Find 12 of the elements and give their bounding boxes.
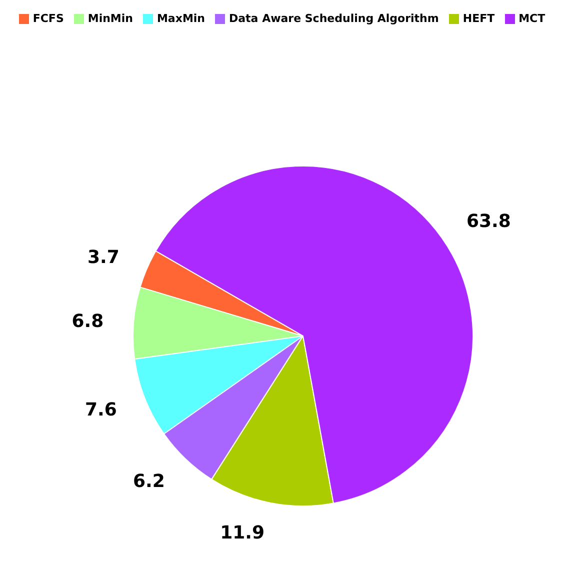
data-label: 6.2 xyxy=(132,471,165,492)
data-label: 7.6 xyxy=(85,400,117,421)
legend-label: MaxMin xyxy=(156,12,205,25)
legend-label: Data Aware Scheduling Algorithm xyxy=(229,12,439,25)
legend-label: MinMin xyxy=(88,12,133,25)
legend-label: HEFT xyxy=(462,12,495,25)
data-label: 63.8 xyxy=(466,211,511,232)
data-label: 11.9 xyxy=(220,522,264,544)
data-label: 6.8 xyxy=(72,310,104,332)
legend-label: MCT xyxy=(518,12,546,25)
legend-label: FCFS xyxy=(32,12,64,25)
data-label: 3.7 xyxy=(87,247,120,268)
